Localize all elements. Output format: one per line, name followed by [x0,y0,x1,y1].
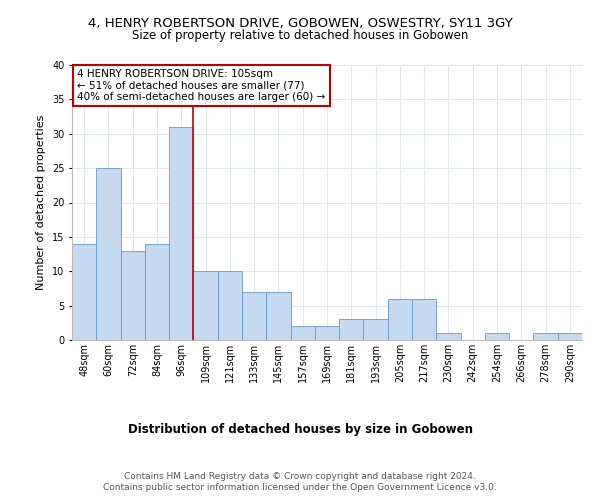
Bar [315,326,339,340]
Y-axis label: Number of detached properties: Number of detached properties [37,115,46,290]
Bar [266,292,290,340]
Bar [533,333,558,340]
Bar [485,333,509,340]
Text: Distribution of detached houses by size in Gobowen: Distribution of detached houses by size … [128,422,473,436]
Text: Contains public sector information licensed under the Open Government Licence v3: Contains public sector information licen… [103,484,497,492]
Bar [242,292,266,340]
Bar [218,271,242,340]
Text: Contains HM Land Registry data © Crown copyright and database right 2024.: Contains HM Land Registry data © Crown c… [124,472,476,481]
Bar [72,244,96,340]
Bar [558,333,582,340]
Text: Size of property relative to detached houses in Gobowen: Size of property relative to detached ho… [132,29,468,42]
Bar [388,299,412,340]
Bar [96,168,121,340]
Text: 4, HENRY ROBERTSON DRIVE, GOBOWEN, OSWESTRY, SY11 3GY: 4, HENRY ROBERTSON DRIVE, GOBOWEN, OSWES… [88,18,512,30]
Text: 4 HENRY ROBERTSON DRIVE: 105sqm
← 51% of detached houses are smaller (77)
40% of: 4 HENRY ROBERTSON DRIVE: 105sqm ← 51% of… [77,69,325,102]
Bar [290,326,315,340]
Bar [364,320,388,340]
Bar [412,299,436,340]
Bar [193,271,218,340]
Bar [169,127,193,340]
Bar [436,333,461,340]
Bar [121,250,145,340]
Bar [145,244,169,340]
Bar [339,320,364,340]
